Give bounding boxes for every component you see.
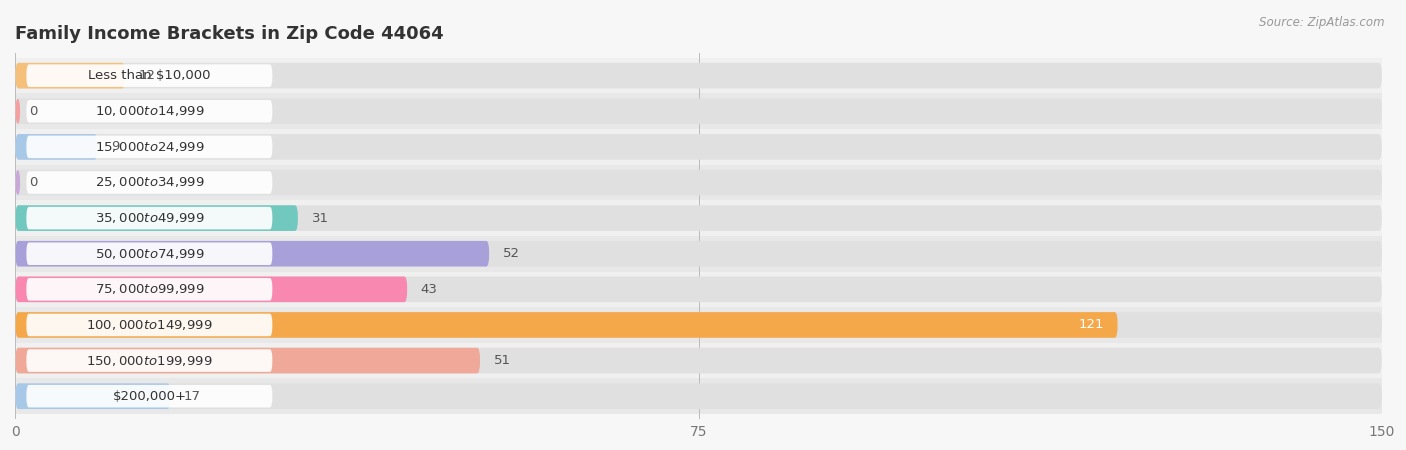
- Text: $50,000 to $74,999: $50,000 to $74,999: [94, 247, 204, 261]
- FancyBboxPatch shape: [27, 135, 273, 158]
- FancyBboxPatch shape: [15, 205, 298, 231]
- Text: 0: 0: [30, 176, 38, 189]
- Text: $75,000 to $99,999: $75,000 to $99,999: [94, 282, 204, 297]
- FancyBboxPatch shape: [15, 383, 1382, 409]
- Text: Source: ZipAtlas.com: Source: ZipAtlas.com: [1260, 16, 1385, 29]
- Text: 31: 31: [312, 212, 329, 225]
- FancyBboxPatch shape: [15, 170, 1382, 195]
- Bar: [15, 165, 1382, 200]
- Text: $150,000 to $199,999: $150,000 to $199,999: [86, 354, 212, 368]
- Bar: [15, 200, 1382, 236]
- FancyBboxPatch shape: [27, 243, 273, 265]
- FancyBboxPatch shape: [27, 64, 273, 87]
- FancyBboxPatch shape: [15, 63, 1382, 89]
- FancyBboxPatch shape: [15, 99, 1382, 124]
- Text: 43: 43: [420, 283, 437, 296]
- Text: 0: 0: [30, 105, 38, 118]
- Text: $25,000 to $34,999: $25,000 to $34,999: [94, 176, 204, 189]
- Text: 51: 51: [494, 354, 510, 367]
- FancyBboxPatch shape: [15, 276, 408, 302]
- FancyBboxPatch shape: [15, 276, 1382, 302]
- Bar: [15, 94, 1382, 129]
- FancyBboxPatch shape: [15, 134, 97, 160]
- Text: 52: 52: [503, 247, 520, 260]
- FancyBboxPatch shape: [15, 99, 20, 124]
- Bar: [15, 271, 1382, 307]
- Bar: [15, 378, 1382, 414]
- Bar: [15, 343, 1382, 378]
- Text: 17: 17: [184, 390, 201, 403]
- Text: $10,000 to $14,999: $10,000 to $14,999: [94, 104, 204, 118]
- FancyBboxPatch shape: [15, 170, 20, 195]
- FancyBboxPatch shape: [27, 171, 273, 194]
- Text: 12: 12: [138, 69, 156, 82]
- Text: $100,000 to $149,999: $100,000 to $149,999: [86, 318, 212, 332]
- FancyBboxPatch shape: [15, 348, 479, 374]
- Text: 9: 9: [111, 140, 120, 153]
- FancyBboxPatch shape: [27, 349, 273, 372]
- FancyBboxPatch shape: [15, 312, 1118, 338]
- FancyBboxPatch shape: [27, 207, 273, 230]
- FancyBboxPatch shape: [27, 314, 273, 336]
- FancyBboxPatch shape: [15, 383, 170, 409]
- Bar: [15, 129, 1382, 165]
- FancyBboxPatch shape: [15, 241, 489, 266]
- Text: 121: 121: [1078, 319, 1104, 332]
- Bar: [15, 236, 1382, 271]
- FancyBboxPatch shape: [15, 312, 1382, 338]
- FancyBboxPatch shape: [15, 63, 125, 89]
- FancyBboxPatch shape: [15, 348, 1382, 374]
- FancyBboxPatch shape: [27, 100, 273, 122]
- Text: Less than $10,000: Less than $10,000: [89, 69, 211, 82]
- Text: $35,000 to $49,999: $35,000 to $49,999: [94, 211, 204, 225]
- Text: $200,000+: $200,000+: [112, 390, 187, 403]
- Text: $15,000 to $24,999: $15,000 to $24,999: [94, 140, 204, 154]
- FancyBboxPatch shape: [15, 241, 1382, 266]
- FancyBboxPatch shape: [27, 278, 273, 301]
- Bar: [15, 58, 1382, 94]
- Text: Family Income Brackets in Zip Code 44064: Family Income Brackets in Zip Code 44064: [15, 25, 444, 43]
- FancyBboxPatch shape: [15, 205, 1382, 231]
- Bar: [15, 307, 1382, 343]
- FancyBboxPatch shape: [15, 134, 1382, 160]
- FancyBboxPatch shape: [27, 385, 273, 407]
